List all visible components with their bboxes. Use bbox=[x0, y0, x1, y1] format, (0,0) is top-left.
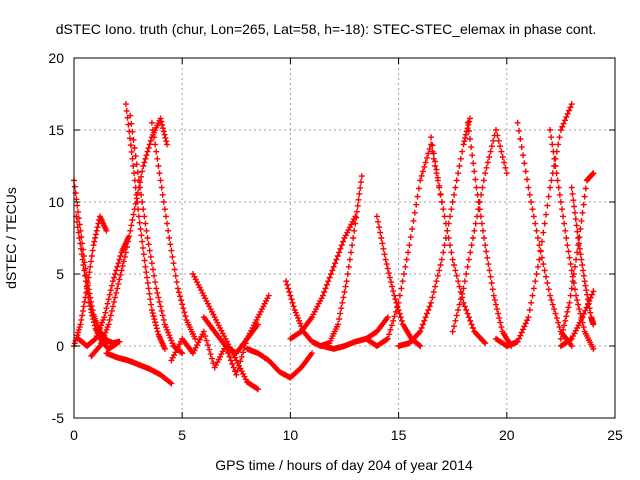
x-tick-label: 10 bbox=[283, 427, 299, 443]
series-arc-18 bbox=[373, 213, 424, 349]
marker-trace bbox=[568, 184, 597, 328]
x-tick-label: 5 bbox=[178, 427, 186, 443]
marker-trace bbox=[244, 345, 316, 381]
series-arc-22 bbox=[449, 127, 510, 335]
marker-trace bbox=[71, 213, 110, 349]
series-arc-17 bbox=[363, 141, 445, 349]
series-arc-26 bbox=[557, 170, 597, 342]
y-tick-label: 0 bbox=[56, 338, 64, 354]
marker-trace bbox=[428, 134, 489, 347]
y-tick-label: -5 bbox=[52, 410, 65, 426]
x-tick-label: 25 bbox=[607, 427, 623, 443]
series-arc-13 bbox=[244, 345, 316, 381]
marker-trace bbox=[103, 350, 175, 387]
x-tick-label: 20 bbox=[499, 427, 515, 443]
marker-trace bbox=[492, 101, 575, 349]
series-arc-06 bbox=[122, 101, 168, 352]
y-tick-label: 10 bbox=[48, 194, 64, 210]
series-arc-27 bbox=[568, 184, 597, 328]
x-tick-label: 0 bbox=[70, 427, 78, 443]
y-tick-label: 15 bbox=[48, 122, 64, 138]
marker-trace bbox=[557, 288, 597, 349]
y-tick-label: 5 bbox=[56, 266, 64, 282]
y-tick-label: 20 bbox=[48, 50, 64, 66]
marker-trace bbox=[514, 119, 575, 349]
series-arc-20 bbox=[428, 134, 489, 347]
series-arc-15 bbox=[287, 213, 359, 342]
y-axis-label: dSTEC / TECUs bbox=[3, 187, 19, 289]
marker-trace bbox=[148, 119, 199, 342]
series-arc-02 bbox=[71, 213, 110, 349]
marker-trace bbox=[395, 115, 474, 349]
marker-trace bbox=[449, 127, 510, 335]
series-arc-09 bbox=[103, 350, 175, 387]
marker-trace bbox=[547, 127, 597, 352]
marker-trace bbox=[287, 213, 359, 342]
marker-trace bbox=[557, 170, 597, 342]
series-arc-23 bbox=[492, 101, 575, 349]
series-arc-01 bbox=[71, 177, 123, 347]
series-arc-25 bbox=[547, 127, 597, 352]
series-arc-24 bbox=[514, 119, 575, 349]
data-markers bbox=[71, 101, 597, 393]
axis-ticks: 0 5 10 15 20 25 -5 0 5 10 15 20 bbox=[48, 50, 623, 443]
series-arc-08 bbox=[148, 119, 199, 342]
marker-trace bbox=[464, 119, 515, 349]
plot-frame bbox=[73, 57, 616, 419]
marker-trace bbox=[200, 292, 272, 357]
x-tick-label: 15 bbox=[391, 427, 407, 443]
marker-trace bbox=[71, 177, 123, 347]
series-arc-12 bbox=[200, 292, 272, 357]
series-arc-19 bbox=[395, 115, 474, 349]
marker-trace bbox=[373, 213, 424, 349]
series-arc-21 bbox=[464, 119, 515, 349]
x-axis-label: GPS time / hours of day 204 of year 2014 bbox=[215, 457, 473, 473]
marker-trace bbox=[283, 173, 365, 349]
chart-title: dSTEC Iono. truth (chur, Lon=265, Lat=58… bbox=[56, 21, 596, 37]
marker-trace bbox=[363, 141, 445, 349]
series-arc-28 bbox=[557, 288, 597, 349]
marker-trace bbox=[122, 101, 168, 352]
series-arc-14 bbox=[283, 173, 365, 349]
